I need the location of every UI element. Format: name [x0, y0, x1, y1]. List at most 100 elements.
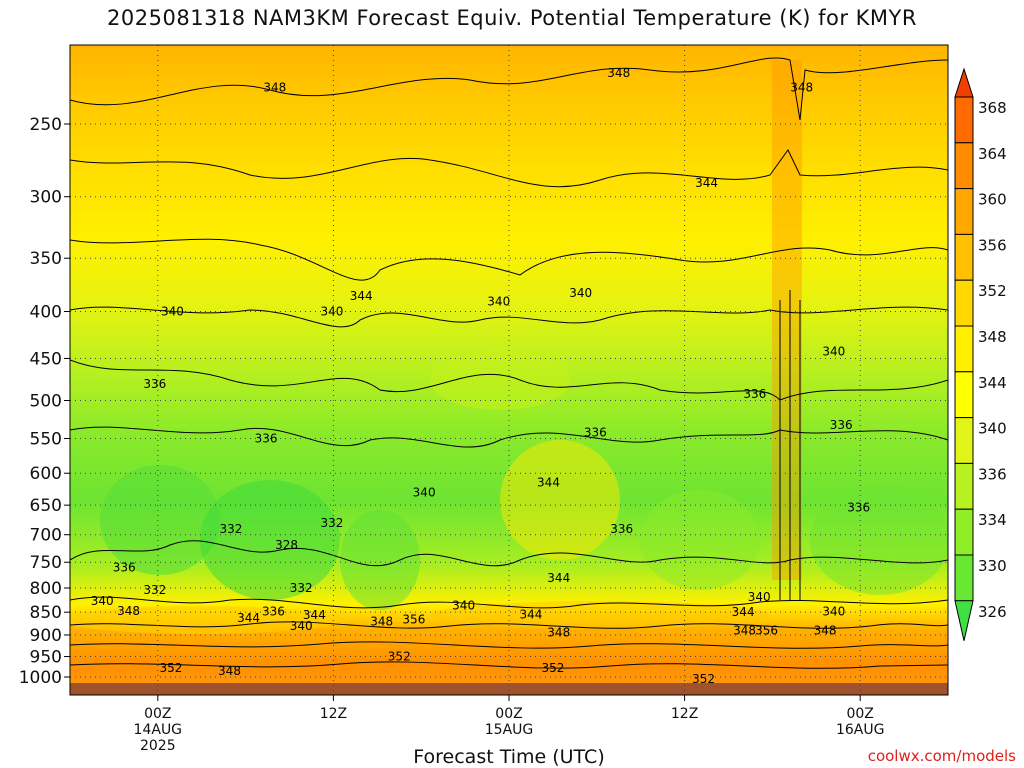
colorbar-segment — [954, 371, 974, 419]
colorbar-label: 360 — [978, 191, 1007, 209]
y-tick-label: 550 — [30, 430, 62, 450]
contour-label: 348 — [547, 626, 570, 640]
colorbar-segment — [954, 279, 974, 327]
colorbar-segment — [954, 325, 974, 373]
colorbar-min-arrow — [954, 600, 974, 641]
contour-label: 356 — [755, 624, 778, 638]
colorbar-segment — [954, 462, 974, 510]
contour-label: 340 — [569, 286, 592, 300]
colorbar-label: 336 — [978, 465, 1007, 483]
contour-label: 348 — [733, 624, 756, 638]
contour-label: 352 — [692, 672, 715, 686]
contour-label: 332 — [320, 516, 343, 530]
contour-label: 336 — [255, 432, 278, 446]
contour-label: 336 — [847, 501, 870, 515]
colorbar-label: 356 — [978, 236, 1007, 254]
contour-lines — [70, 57, 948, 669]
y-tick-label: 850 — [30, 603, 62, 623]
contour-label: 348 — [218, 664, 241, 678]
y-tick-label: 800 — [30, 579, 62, 599]
colorbar-label: 326 — [978, 603, 1007, 621]
contour-label: 348 — [263, 80, 286, 94]
contour-label: 348 — [370, 614, 393, 628]
contour-label: 340 — [487, 294, 510, 308]
contour-label: 356 — [402, 613, 425, 627]
colorbar-label: 340 — [978, 420, 1007, 438]
colorbar-segment — [954, 142, 974, 190]
contour-label: 344 — [547, 571, 570, 585]
y-axis: 250 300 350 400 450 500 550 600 650 700 750 800 850 9… — [19, 115, 70, 688]
colorbar-segment — [954, 188, 974, 235]
contour-label: 348 — [117, 604, 140, 618]
contour-label: 336 — [584, 426, 607, 440]
colorbar-label: 364 — [978, 145, 1007, 163]
contour-label: 344 — [350, 289, 373, 303]
colorbar-label: 330 — [978, 557, 1007, 575]
contour-label: 340 — [320, 304, 343, 318]
contour-label: 340 — [748, 590, 771, 604]
contour-label: 344 — [237, 611, 260, 625]
colorbar-segment — [954, 554, 974, 602]
x-tick-label: 00Z — [495, 706, 522, 722]
colorbar-segment — [954, 233, 974, 281]
x-tick-label: 12Z — [320, 706, 347, 722]
contour-label: 340 — [822, 344, 845, 358]
contour-label: 352 — [160, 661, 183, 675]
y-tick-label: 950 — [30, 648, 62, 668]
contour-label: 332 — [143, 583, 166, 597]
contour-label: 344 — [537, 475, 560, 489]
ground-terrain — [70, 683, 948, 695]
x-tick-label: 00Z — [144, 706, 171, 722]
contour-label: 336 — [743, 387, 766, 401]
contour-label: 340 — [161, 304, 184, 318]
contour-label: 344 — [519, 608, 542, 622]
contour-label: 340 — [413, 486, 436, 500]
y-tick-label: 500 — [30, 392, 62, 412]
x-tick-label: 14AUG — [134, 722, 183, 738]
x-tick-label: 2025 — [140, 738, 176, 754]
contour-label: 336 — [830, 418, 853, 432]
chart-title: 2025081318 NAM3KM Forecast Equiv. Potent… — [107, 6, 917, 30]
contour-label: 348 — [607, 66, 630, 80]
y-tick-label: 900 — [30, 626, 62, 646]
y-tick-label: 450 — [30, 349, 62, 369]
x-axis-label: Forecast Time (UTC) — [413, 746, 604, 768]
contour-label: 340 — [290, 619, 313, 633]
y-tick-label: 250 — [30, 115, 62, 135]
colorbar-label: 344 — [978, 374, 1007, 392]
contour-label: 352 — [541, 661, 564, 675]
x-tick-label: 15AUG — [485, 722, 534, 738]
contour-label: 336 — [610, 522, 633, 536]
contour-label: 336 — [262, 605, 285, 619]
y-tick-label: 600 — [30, 464, 62, 484]
contour-label: 352 — [388, 650, 411, 664]
colorbar-label: 348 — [978, 328, 1007, 346]
contour-label: 336 — [113, 561, 136, 575]
x-tick-label: 12Z — [671, 706, 698, 722]
contour-label: 344 — [732, 605, 755, 619]
colorbar-label: 352 — [978, 282, 1007, 300]
contour-label: 340 — [452, 599, 475, 613]
colorbar: 368 364 360 356 352 348 344 340 336 334 330 326 — [954, 67, 1007, 641]
contour-label: 332 — [220, 522, 243, 536]
y-tick-label: 650 — [30, 496, 62, 516]
gridlines — [70, 45, 948, 695]
contour-label: 344 — [695, 176, 718, 190]
y-tick-label: 300 — [30, 188, 62, 208]
colorbar-segment — [954, 417, 974, 464]
contour-label: 336 — [143, 377, 166, 391]
contour-label: 328 — [275, 538, 298, 552]
colorbar-max-arrow — [954, 67, 974, 98]
contour-label: 332 — [290, 581, 313, 595]
contour-label: 344 — [303, 608, 326, 622]
x-tick-label: 16AUG — [836, 722, 885, 738]
colorbar-segment — [954, 508, 974, 556]
x-tick-label: 00Z — [846, 706, 873, 722]
colorbar-label: 368 — [978, 99, 1007, 117]
y-tick-label: 350 — [30, 249, 62, 269]
contour-label: 340 — [91, 594, 114, 608]
